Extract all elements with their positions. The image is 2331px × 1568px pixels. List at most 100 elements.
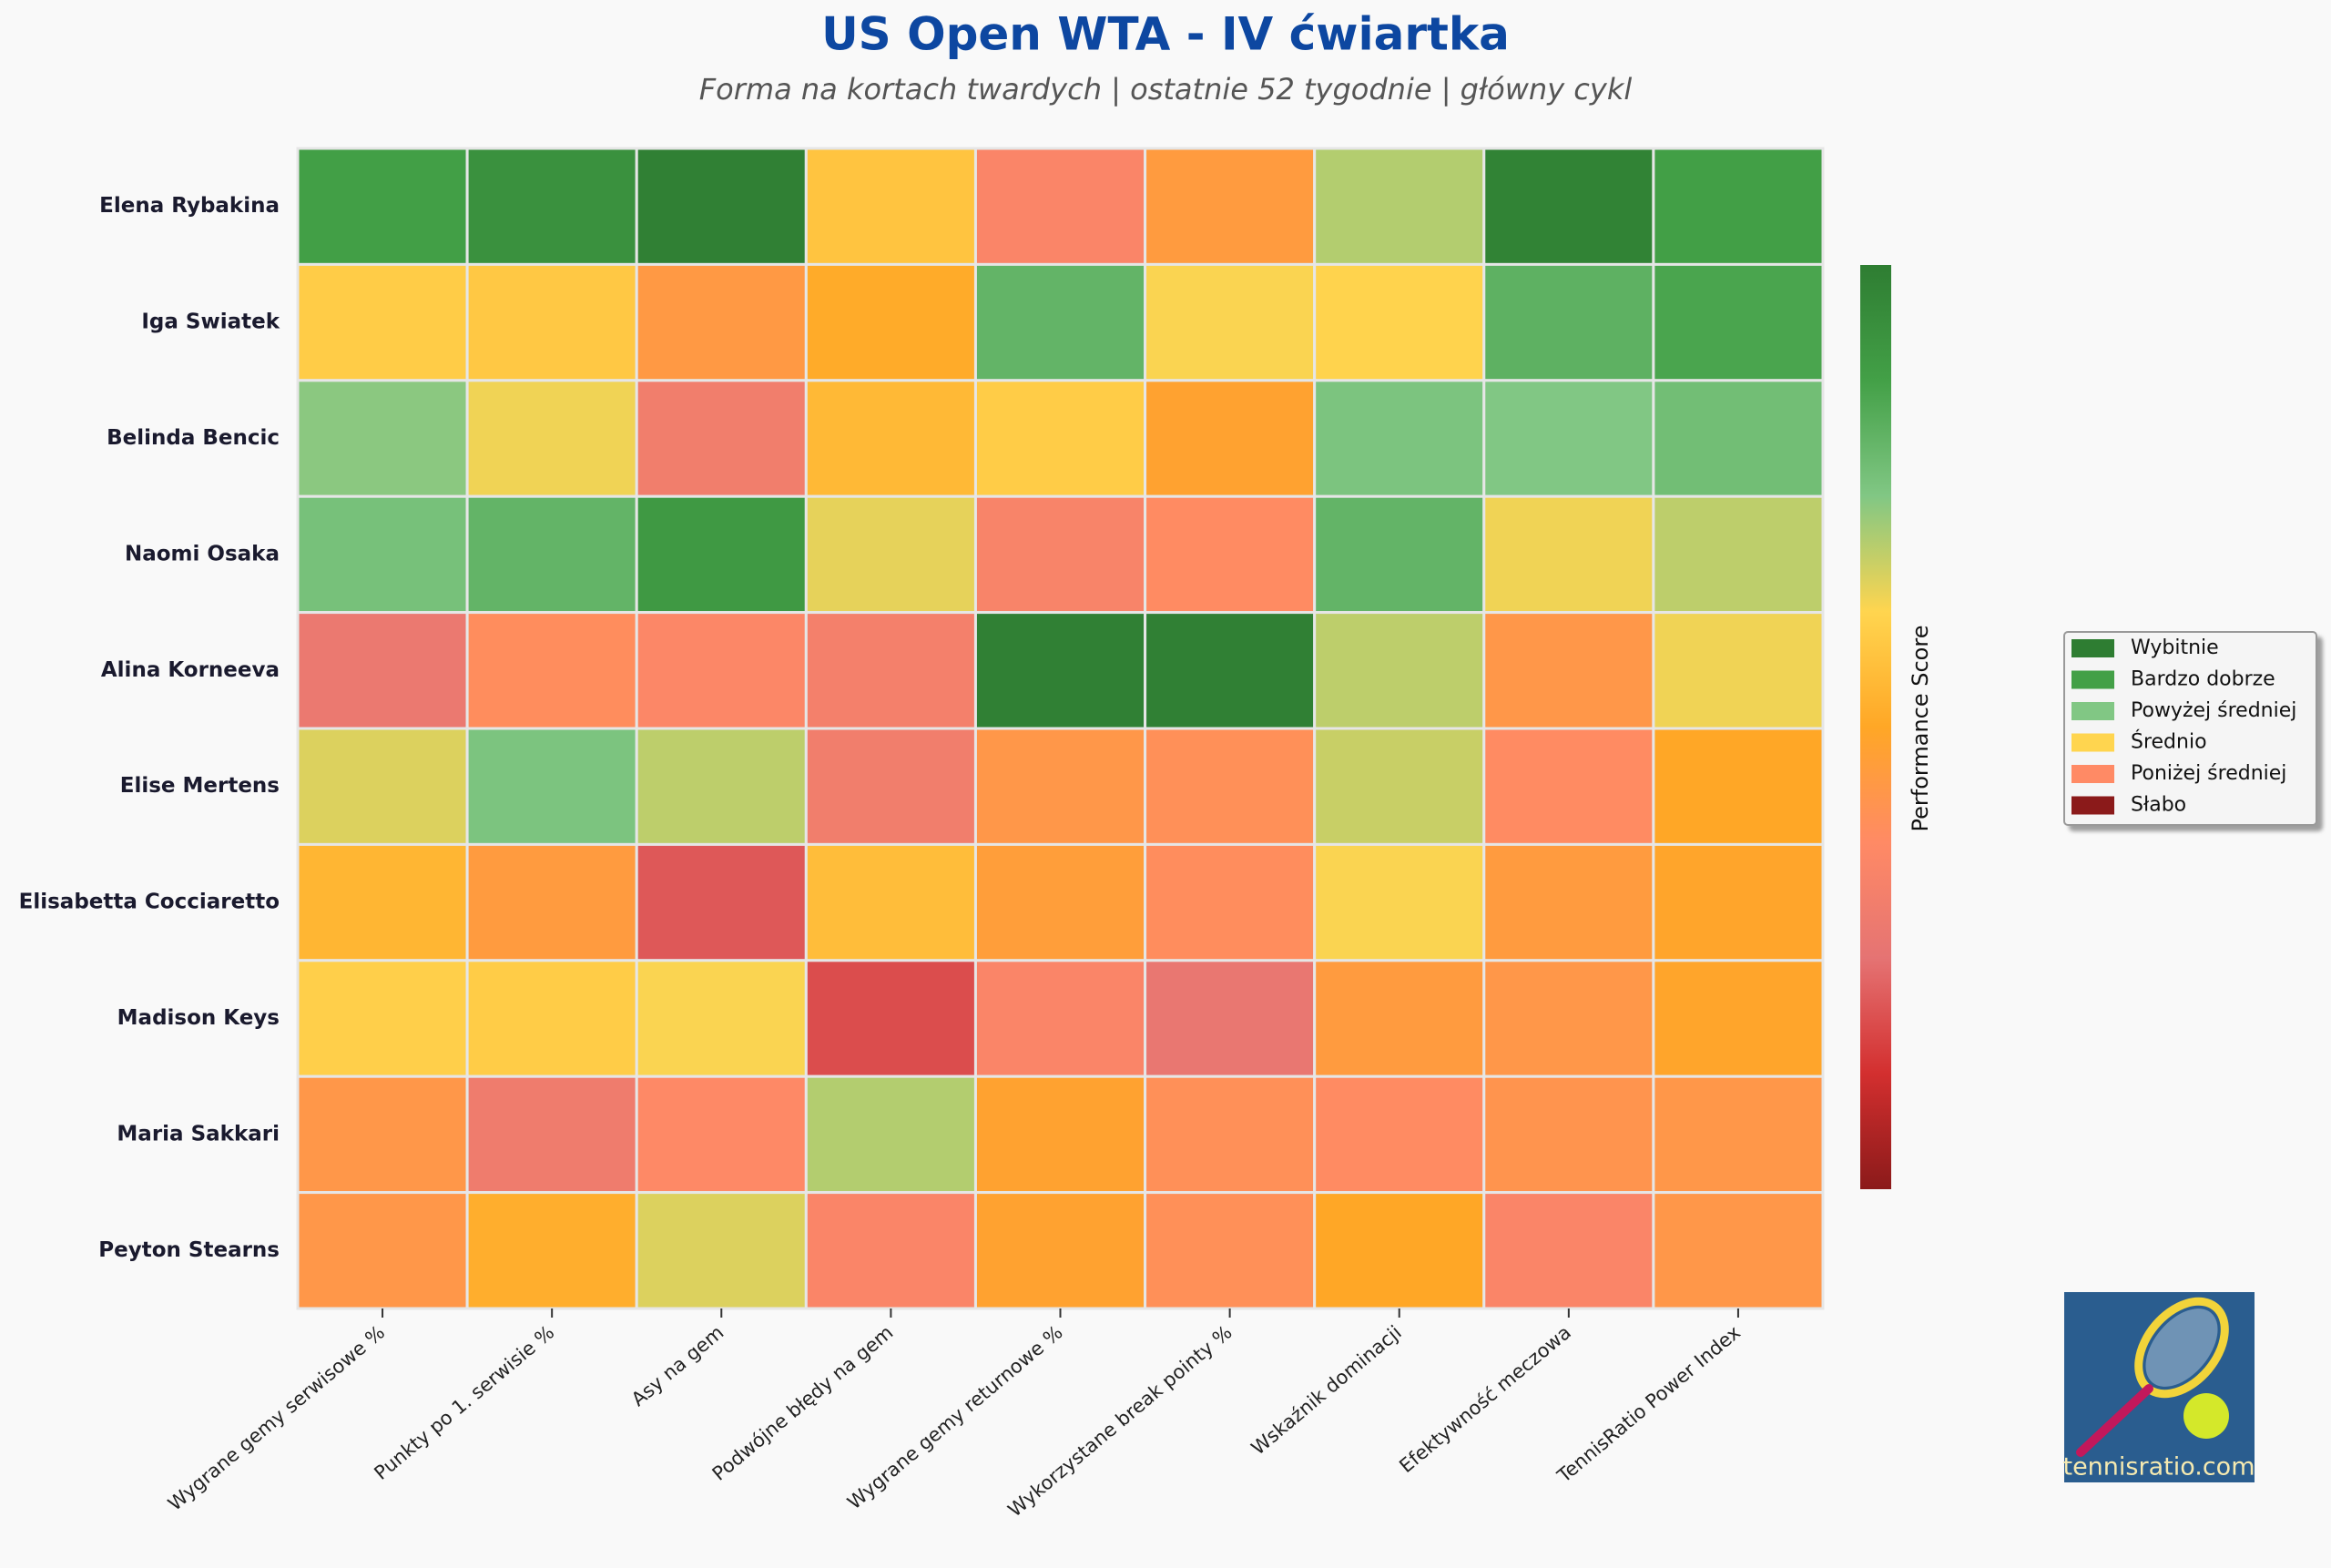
heatmap-cell xyxy=(973,959,1147,1078)
logo-handle xyxy=(2076,1384,2153,1457)
heatmap-cell xyxy=(1482,727,1655,846)
heatmap-cell xyxy=(1482,1074,1655,1195)
y-tick-label: Maria Sakkari xyxy=(117,1122,280,1145)
heatmap-cell xyxy=(973,842,1147,962)
heatmap-cell xyxy=(1652,959,1825,1078)
legend-swatch xyxy=(2071,733,2114,752)
heatmap-cell xyxy=(973,727,1147,846)
heatmap-cell xyxy=(973,379,1147,498)
heatmap-cell xyxy=(465,842,638,962)
heatmap-cell xyxy=(1482,959,1655,1078)
legend: Wybitnie Bardzo dobrze Powyżej średniej Śre… xyxy=(2063,631,2317,826)
logo-strings xyxy=(2145,1308,2218,1387)
legend-swatch xyxy=(2071,639,2114,657)
heatmap-cell xyxy=(296,1074,469,1195)
heatmap-cell xyxy=(973,1191,1147,1310)
heatmap-cell xyxy=(1313,262,1486,382)
heatmap-cell xyxy=(1652,727,1825,846)
heatmap-cell xyxy=(1144,262,1317,382)
heatmap-cell xyxy=(1482,611,1655,730)
heatmap-cell xyxy=(973,1074,1147,1195)
heatmap-cell xyxy=(1313,494,1486,615)
heatmap-cell xyxy=(1652,494,1825,615)
heatmap-cell xyxy=(635,1191,808,1310)
legend-label: Średnio xyxy=(2131,730,2207,754)
heatmap-cell xyxy=(973,262,1147,382)
y-tick-label: Naomi Osaka xyxy=(125,542,280,565)
heatmap-cell xyxy=(635,379,808,498)
y-tick-label: Alina Korneeva xyxy=(101,658,280,682)
logo-ball xyxy=(2183,1393,2229,1439)
legend-swatch xyxy=(2071,796,2114,815)
heatmap-cell xyxy=(1652,1191,1825,1310)
heatmap-cell xyxy=(465,727,638,846)
heatmap-cell xyxy=(1652,147,1825,266)
y-tick-label: Peyton Stearns xyxy=(98,1238,280,1262)
heatmap-cell xyxy=(804,147,977,266)
heatmap-cell xyxy=(804,611,977,730)
heatmap-cell xyxy=(1482,147,1655,266)
heatmap-cell xyxy=(1652,379,1825,498)
heatmap-cell xyxy=(1652,1074,1825,1195)
heatmap-cell xyxy=(1144,494,1317,615)
heatmap-cell xyxy=(1144,842,1317,962)
y-tick-label: Elise Mertens xyxy=(120,774,280,798)
chart-subtitle: Forma na kortach twardych | ostatnie 52 … xyxy=(699,72,1633,107)
heatmap-cell xyxy=(1144,1191,1317,1310)
legend-label: Powyżej średniej xyxy=(2131,699,2296,722)
heatmap-cell xyxy=(804,959,977,1078)
heatmap-cell xyxy=(1313,842,1486,962)
heatmap-cell xyxy=(465,262,638,382)
heatmap-cell xyxy=(1482,842,1655,962)
legend-label: Bardzo dobrze xyxy=(2131,668,2275,691)
heatmap-cell xyxy=(635,842,808,962)
heatmap-cell xyxy=(1313,1074,1486,1195)
heatmap-cell xyxy=(1313,379,1486,498)
logo: tennisratio.com xyxy=(2062,1292,2255,1482)
heatmap-cell xyxy=(804,494,977,615)
heatmap-cell xyxy=(1482,1191,1655,1310)
logo-text: tennisratio.com xyxy=(2062,1453,2255,1481)
heatmap-cell xyxy=(296,1191,469,1310)
heatmap-cell xyxy=(465,147,638,266)
heatmap-cell xyxy=(1313,727,1486,846)
heatmap-cell xyxy=(635,262,808,382)
legend-label: Słabo xyxy=(2131,794,2186,817)
legend-swatch xyxy=(2071,702,2114,720)
heatmap-cell xyxy=(635,611,808,730)
heatmap-cell xyxy=(1144,727,1317,846)
heatmap-cell xyxy=(804,262,977,382)
heatmap-cell xyxy=(296,494,469,615)
heatmap-cell xyxy=(296,842,469,962)
heatmap-cell xyxy=(1482,379,1655,498)
heatmap-cell xyxy=(635,494,808,615)
heatmap-cell xyxy=(296,959,469,1078)
heatmap-cell xyxy=(296,262,469,382)
heatmap-cell xyxy=(1482,494,1655,615)
heatmap-cell xyxy=(465,1191,638,1310)
colorbar-label: Performance Score xyxy=(1908,626,1933,832)
heatmap-cell xyxy=(1652,611,1825,730)
heatmap-cell xyxy=(1652,262,1825,382)
heatmap-cell xyxy=(804,842,977,962)
y-tick-label: Elena Rybakina xyxy=(99,194,280,218)
heatmap-cell xyxy=(1144,379,1317,498)
heatmap-cell xyxy=(1144,147,1317,266)
heatmap-cell xyxy=(804,727,977,846)
heatmap-cell xyxy=(1313,611,1486,730)
chart-title: US Open WTA - IV ćwiartka xyxy=(821,8,1510,61)
heatmap-cell xyxy=(1652,842,1825,962)
heatmap-cell xyxy=(635,959,808,1078)
heatmap-cell xyxy=(1144,1074,1317,1195)
legend-swatch xyxy=(2071,670,2114,689)
legend-label: Wybitnie xyxy=(2131,636,2219,659)
heatmap-cell xyxy=(635,727,808,846)
heatmap-cell xyxy=(465,379,638,498)
heatmap-cell xyxy=(1482,262,1655,382)
legend-label: Poniżej średniej xyxy=(2131,762,2286,785)
heatmap-cell xyxy=(804,379,977,498)
heatmap-cell xyxy=(635,147,808,266)
heatmap-cell xyxy=(296,147,469,266)
heatmap-cell xyxy=(635,1074,808,1195)
